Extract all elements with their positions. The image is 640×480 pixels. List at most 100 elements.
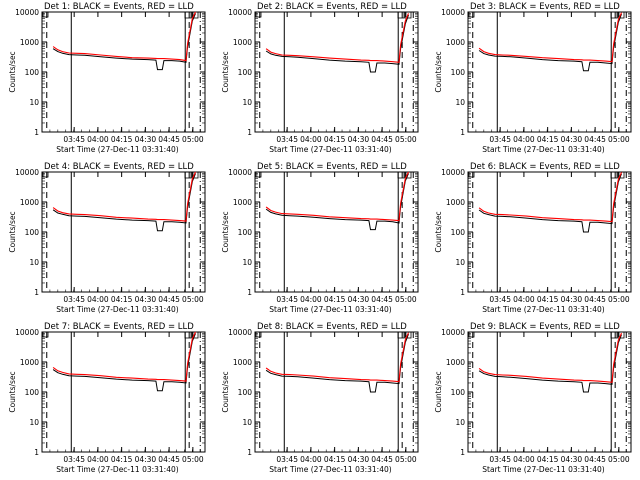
x-tick-label: 04:15 bbox=[324, 295, 346, 304]
detector-chart-2: Det 2: BLACK = Events, RED = LLD 1 10 100 10… bbox=[221, 2, 419, 154]
y-tick-label: 100 bbox=[238, 228, 253, 237]
events-series-line bbox=[265, 333, 409, 393]
chart-title-detector: Det 3 bbox=[470, 2, 493, 12]
x-axis-label: Start Time (27-Dec-11 03:31:40) bbox=[56, 305, 178, 314]
flag-box bbox=[617, 11, 625, 19]
y-tick-label: 10 bbox=[29, 418, 39, 427]
flag-box bbox=[255, 11, 262, 18]
y-tick-label: 100 bbox=[238, 388, 253, 397]
lld-series-line bbox=[52, 331, 196, 382]
chart-title: Det 6: BLACK = Events, RED = LLD bbox=[470, 162, 620, 172]
x-tick-label: 04:00 bbox=[87, 295, 109, 304]
plot-frame bbox=[467, 11, 632, 133]
y-tick-label: 10000 bbox=[15, 168, 39, 177]
flag-box bbox=[397, 171, 405, 179]
chart-title-suffix: : BLACK = Events, RED = LLD bbox=[493, 2, 620, 12]
y-tick-label: 10 bbox=[455, 258, 465, 267]
x-tick-label: 05:00 bbox=[395, 295, 417, 304]
detector-chart-6: Det 6: BLACK = Events, RED = LLD 1 10 100 10… bbox=[434, 162, 632, 314]
x-axis-label: Start Time (27-Dec-11 03:31:40) bbox=[269, 305, 391, 314]
detector-chart-8: Det 8: BLACK = Events, RED = LLD 1 10 100 10… bbox=[221, 322, 419, 474]
x-tick-label: 04:45 bbox=[158, 295, 180, 304]
chart-title: Det 9: BLACK = Events, RED = LLD bbox=[470, 322, 620, 332]
y-axis-label: Counts/sec bbox=[8, 371, 17, 412]
x-tick-label: 04:45 bbox=[371, 135, 393, 144]
chart-title-suffix: : BLACK = Events, RED = LLD bbox=[67, 322, 194, 332]
x-tick-label: 04:15 bbox=[324, 135, 346, 144]
x-tick-label: 04:30 bbox=[348, 455, 370, 464]
detector-chart-3: Det 3: BLACK = Events, RED = LLD 1 10 100 10… bbox=[434, 2, 632, 154]
y-tick-label: 10000 bbox=[441, 8, 465, 17]
x-tick-label: 05:00 bbox=[395, 135, 417, 144]
flag-box bbox=[255, 171, 262, 178]
y-tick-label: 1000 bbox=[233, 358, 252, 367]
flag-box bbox=[610, 11, 618, 19]
y-axis-label: Counts/sec bbox=[8, 211, 17, 252]
y-tick-label: 10000 bbox=[441, 168, 465, 177]
plot-frame bbox=[467, 331, 632, 453]
plot-frame bbox=[254, 331, 419, 453]
plot-frame bbox=[467, 171, 632, 293]
x-tick-label: 04:30 bbox=[561, 295, 583, 304]
x-tick-label: 04:00 bbox=[300, 455, 322, 464]
chart-title-suffix: : BLACK = Events, RED = LLD bbox=[67, 2, 194, 12]
x-tick-label: 04:00 bbox=[300, 295, 322, 304]
y-tick-label: 100 bbox=[25, 228, 40, 237]
lld-series-line bbox=[478, 332, 623, 383]
x-tick-label: 05:00 bbox=[182, 455, 204, 464]
y-tick-label: 1 bbox=[34, 448, 39, 457]
detector-chart-9: Det 9: BLACK = Events, RED = LLD 1 10 100 10… bbox=[434, 322, 632, 474]
detector-panel-2: Det 2: BLACK = Events, RED = LLD 1 10 100 10… bbox=[213, 0, 426, 160]
plot-frame bbox=[41, 171, 206, 293]
x-tick-label: 04:15 bbox=[111, 295, 133, 304]
x-tick-label: 05:00 bbox=[608, 455, 630, 464]
y-tick-label: 1 bbox=[34, 128, 39, 137]
y-tick-label: 10 bbox=[242, 418, 252, 427]
flag-box bbox=[468, 331, 475, 338]
y-tick-label: 100 bbox=[451, 68, 466, 77]
x-tick-label: 04:45 bbox=[371, 295, 393, 304]
chart-title: Det 5: BLACK = Events, RED = LLD bbox=[257, 162, 407, 172]
x-tick-label: 04:00 bbox=[87, 135, 109, 144]
y-tick-label: 1 bbox=[34, 288, 39, 297]
flag-box bbox=[42, 11, 49, 18]
flag-box bbox=[617, 331, 625, 339]
flag-box bbox=[404, 11, 412, 19]
y-tick-label: 10 bbox=[455, 418, 465, 427]
chart-title: Det 8: BLACK = Events, RED = LLD bbox=[257, 322, 407, 332]
flag-box bbox=[610, 171, 618, 179]
x-tick-label: 04:15 bbox=[537, 135, 559, 144]
y-tick-label: 1000 bbox=[446, 358, 465, 367]
flag-box bbox=[184, 331, 192, 339]
x-tick-label: 03:45 bbox=[63, 135, 85, 144]
chart-title-suffix: : BLACK = Events, RED = LLD bbox=[493, 322, 620, 332]
x-tick-label: 04:30 bbox=[348, 295, 370, 304]
x-axis-label: Start Time (27-Dec-11 03:31:40) bbox=[56, 145, 178, 154]
flag-box bbox=[610, 331, 618, 339]
y-tick-label: 100 bbox=[238, 68, 253, 77]
x-tick-label: 04:30 bbox=[561, 455, 583, 464]
chart-title-suffix: : BLACK = Events, RED = LLD bbox=[280, 162, 407, 172]
chart-title-detector: Det 9 bbox=[470, 322, 493, 332]
flag-box bbox=[404, 331, 412, 339]
plot-frame bbox=[41, 331, 206, 453]
y-tick-label: 1 bbox=[247, 288, 252, 297]
y-tick-label: 1000 bbox=[446, 198, 465, 207]
x-tick-label: 05:00 bbox=[608, 295, 630, 304]
events-series-line bbox=[265, 14, 409, 73]
chart-title: Det 4: BLACK = Events, RED = LLD bbox=[44, 162, 194, 172]
detector-panel-5: Det 5: BLACK = Events, RED = LLD 1 10 100 10… bbox=[213, 160, 426, 320]
detector-panel-7: Det 7: BLACK = Events, RED = LLD 1 10 100 10… bbox=[0, 320, 213, 480]
x-axis-label: Start Time (27-Dec-11 03:31:40) bbox=[482, 305, 604, 314]
flag-box bbox=[397, 331, 405, 339]
detector-chart-4: Det 4: BLACK = Events, RED = LLD 1 10 100 10… bbox=[8, 162, 206, 314]
x-axis-label: Start Time (27-Dec-11 03:31:40) bbox=[269, 465, 391, 474]
x-tick-label: 04:15 bbox=[537, 295, 559, 304]
x-tick-label: 05:00 bbox=[182, 295, 204, 304]
y-axis-label: Counts/sec bbox=[434, 51, 443, 92]
x-tick-label: 03:45 bbox=[276, 135, 298, 144]
x-tick-label: 04:30 bbox=[348, 135, 370, 144]
x-tick-label: 03:45 bbox=[276, 455, 298, 464]
x-tick-label: 04:00 bbox=[513, 135, 535, 144]
